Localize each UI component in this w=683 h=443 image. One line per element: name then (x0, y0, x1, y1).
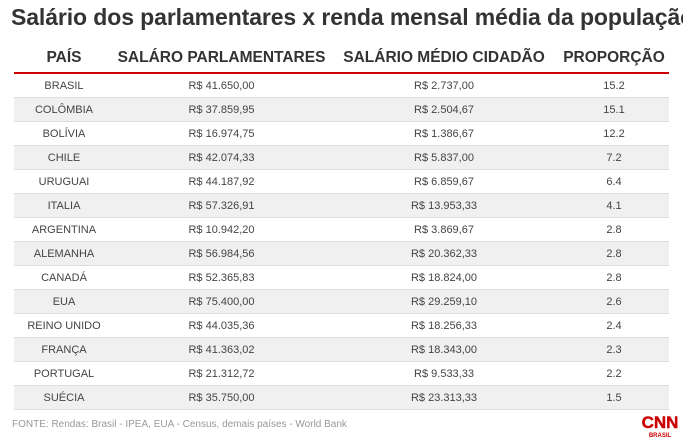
cell-ratio: 15.1 (603, 103, 625, 116)
cell-parliament-salary: R$ 41.650,00 (188, 79, 255, 92)
table-row: CANADÁ R$ 52.365,83 R$ 18.824,00 2.8 (14, 266, 669, 290)
cell-parliament-salary: R$ 56.984,56 (188, 247, 255, 260)
cell-ratio: 6.4 (606, 175, 622, 188)
cell-citizen-salary: R$ 13.953,33 (410, 199, 478, 212)
header-country: PAÍS (46, 49, 82, 66)
table-body: BRASIL R$ 41.650,00 R$ 2.737,00 15.2 COLÔMBI… (14, 74, 669, 410)
cell-parliament-salary: R$ 37.859,95 (188, 103, 255, 116)
cell-citizen-salary: R$ 2.504,67 (414, 103, 474, 116)
cell-parliament-salary: R$ 44.035,36 (188, 319, 255, 332)
cell-parliament-salary: R$ 75.400,00 (188, 295, 255, 308)
table-row: CHILE R$ 42.074,33 R$ 5.837,00 7.2 (14, 146, 669, 170)
cell-country: SUÉCIA (43, 391, 85, 404)
cell-citizen-salary: R$ 18.824,00 (410, 271, 478, 284)
cell-ratio: 2.8 (606, 247, 622, 260)
cell-ratio: 2.4 (606, 319, 622, 332)
table-row: EUA R$ 75.400,00 R$ 29.259,10 2.6 (14, 290, 669, 314)
table-row: ITALIA R$ 57.326,91 R$ 13.953,33 4.1 (14, 194, 669, 218)
cell-citizen-salary: R$ 5.837,00 (414, 151, 474, 164)
salary-table: PAÍS SALÁRO PARLAMENTARES SALÁRIO MÉDIO … (14, 44, 669, 410)
cell-country: ALEMANHA (33, 247, 95, 260)
cell-citizen-salary: R$ 2.737,00 (414, 79, 474, 92)
header-parliament-salary: SALÁRO PARLAMENTARES (117, 49, 326, 66)
table-header: PAÍS SALÁRO PARLAMENTARES SALÁRIO MÉDIO … (14, 44, 669, 74)
table-row: REINO UNIDO R$ 44.035,36 R$ 18.256,33 2.4 (14, 314, 669, 338)
table-row: FRANÇA R$ 41.363,02 R$ 18.343,00 2.3 (14, 338, 669, 362)
cell-citizen-salary: R$ 18.343,00 (410, 343, 478, 356)
cell-country: BRASIL (44, 79, 84, 92)
cell-country: CHILE (47, 151, 81, 164)
cell-country: ARGENTINA (31, 223, 97, 236)
table-row: BRASIL R$ 41.650,00 R$ 2.737,00 15.2 (14, 74, 669, 98)
cell-country: REINO UNIDO (27, 319, 101, 332)
cell-country: EUA (52, 295, 76, 308)
logo-subtext: BRASIL (649, 433, 672, 439)
cell-country: ITALIA (47, 199, 81, 212)
cell-ratio: 2.3 (606, 343, 622, 356)
table-row: PORTUGAL R$ 21.312,72 R$ 9.533,33 2.2 (14, 362, 669, 386)
cell-parliament-salary: R$ 41.363,02 (188, 343, 255, 356)
table-row: BOLÍVIA R$ 16.974,75 R$ 1.386,67 12.2 (14, 122, 669, 146)
table-row: ALEMANHA R$ 56.984,56 R$ 20.362,33 2.8 (14, 242, 669, 266)
cell-parliament-salary: R$ 21.312,72 (188, 367, 255, 380)
cell-citizen-salary: R$ 6.859,67 (414, 175, 474, 188)
cell-parliament-salary: R$ 42.074,33 (188, 151, 255, 164)
cell-ratio: 15.2 (603, 79, 625, 92)
page-title: Salário dos parlamentares x renda mensal… (11, 4, 683, 30)
cell-parliament-salary: R$ 44.187,92 (188, 175, 255, 188)
cell-country: CANADÁ (41, 271, 87, 284)
header-citizen-salary: SALÁRIO MÉDIO CIDADÃO (343, 49, 545, 66)
cell-ratio: 1.5 (606, 391, 622, 404)
cell-country: COLÔMBIA (34, 103, 94, 116)
cnn-brasil-logo: CNN BRASIL (641, 413, 679, 439)
cell-parliament-salary: R$ 16.974,75 (188, 127, 255, 140)
cell-citizen-salary: R$ 1.386,67 (414, 127, 474, 140)
cell-country: BOLÍVIA (42, 127, 86, 140)
cell-parliament-salary: R$ 35.750,00 (188, 391, 255, 404)
cell-parliament-salary: R$ 57.326,91 (188, 199, 255, 212)
cell-ratio: 4.1 (606, 199, 622, 212)
cell-ratio: 7.2 (606, 151, 622, 164)
cell-parliament-salary: R$ 10.942,20 (188, 223, 255, 236)
cell-country: PORTUGAL (33, 367, 95, 380)
cell-citizen-salary: R$ 9.533,33 (414, 367, 474, 380)
table-row: SUÉCIA R$ 35.750,00 R$ 23.313,33 1.5 (14, 386, 669, 410)
table-row: COLÔMBIA R$ 37.859,95 R$ 2.504,67 15.1 (14, 98, 669, 122)
cell-citizen-salary: R$ 18.256,33 (410, 319, 478, 332)
source-note: FONTE: Rendas: Brasil - IPEA, EUA - Cens… (12, 419, 347, 430)
header-ratio: PROPORÇÃO (563, 49, 665, 66)
cell-ratio: 2.8 (606, 223, 622, 236)
logo-text: CNN (642, 413, 679, 432)
cell-country: FRANÇA (41, 343, 87, 356)
cell-citizen-salary: R$ 23.313,33 (410, 391, 478, 404)
cell-citizen-salary: R$ 20.362,33 (410, 247, 478, 260)
cell-citizen-salary: R$ 29.259,10 (410, 295, 478, 308)
cell-ratio: 2.2 (606, 367, 622, 380)
cell-citizen-salary: R$ 3.869,67 (414, 223, 474, 236)
table-row: URUGUAI R$ 44.187,92 R$ 6.859,67 6.4 (14, 170, 669, 194)
cell-parliament-salary: R$ 52.365,83 (188, 271, 255, 284)
cell-ratio: 2.6 (606, 295, 622, 308)
cell-ratio: 2.8 (606, 271, 622, 284)
cell-country: URUGUAI (38, 175, 90, 188)
cell-ratio: 12.2 (603, 127, 625, 140)
table-row: ARGENTINA R$ 10.942,20 R$ 3.869,67 2.8 (14, 218, 669, 242)
